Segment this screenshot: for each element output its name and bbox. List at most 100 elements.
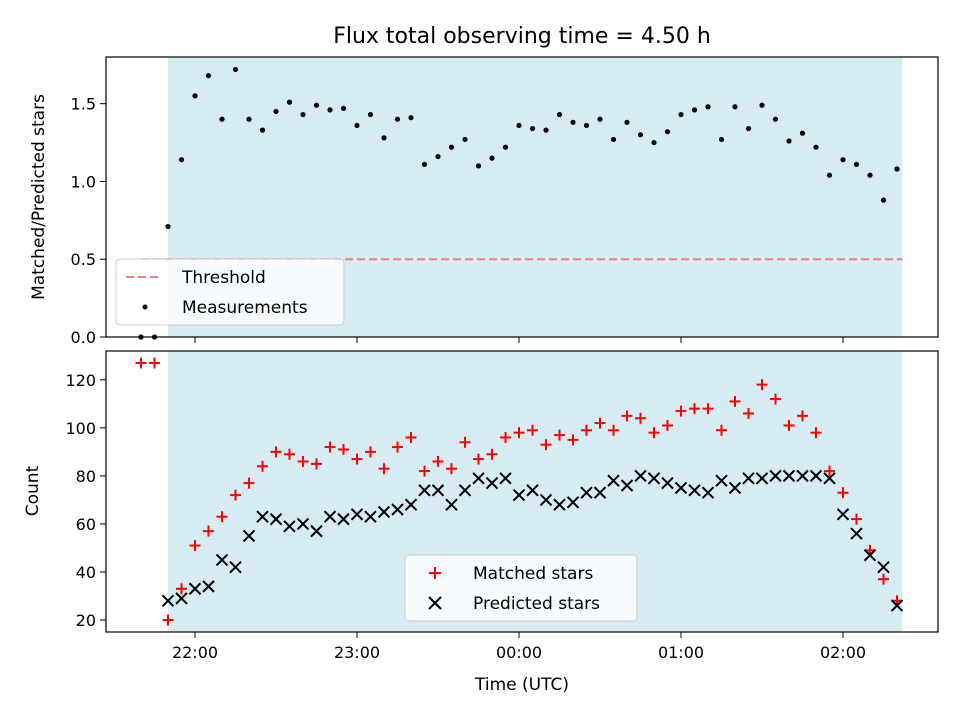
predicted-star-marker <box>688 484 701 497</box>
matched-star-marker <box>162 614 174 626</box>
matched-star-marker <box>675 405 687 417</box>
matched-star-marker <box>824 465 835 477</box>
predicted-star-marker <box>674 481 688 495</box>
x-tick-label: 01:00 <box>658 643 704 662</box>
matched-star-marker <box>405 431 417 443</box>
measurement-point <box>502 144 509 150</box>
predicted-star-marker <box>634 469 647 483</box>
matched-star-marker <box>837 487 849 499</box>
measurement-point <box>232 66 239 73</box>
y-tick-label: 120 <box>65 371 96 390</box>
measurements-legend-swatch <box>142 304 148 310</box>
measurement-point <box>178 157 185 163</box>
matched-star-marker <box>635 412 646 424</box>
matched-legend-label: Matched stars <box>473 564 593 584</box>
matched-star-marker <box>135 357 147 369</box>
measurement-point <box>759 102 765 108</box>
bottom-legend-box <box>404 554 638 622</box>
measurement-point <box>853 161 860 167</box>
matched-star-marker <box>176 583 187 595</box>
predicted-star-marker <box>823 472 836 485</box>
measurement-point <box>286 99 293 105</box>
measurement-point <box>786 138 792 144</box>
predicted-star-marker <box>877 560 890 574</box>
top-x-ticks <box>194 337 844 343</box>
matched-star-marker <box>311 458 322 470</box>
measurement-point <box>867 172 873 178</box>
predicted-star-marker <box>526 484 539 497</box>
predicted-star-marker <box>620 479 634 492</box>
matched-star-marker <box>513 427 525 439</box>
y-tick-label: 100 <box>65 419 96 438</box>
matched-star-marker <box>594 417 606 429</box>
measurement-point <box>448 144 455 150</box>
matched-star-marker <box>243 477 255 489</box>
matched-star-marker <box>284 448 295 460</box>
predicted-legend-label: Predicted stars <box>473 594 600 614</box>
matched-star-marker <box>270 446 282 458</box>
measurement-point <box>219 116 225 122</box>
predicted-star-marker <box>269 512 283 526</box>
predicted-star-marker <box>215 553 229 567</box>
top-y-ticks: 0.0 0.5 1.0 1.5 <box>71 95 106 347</box>
predicted-star-marker <box>404 498 418 511</box>
measurement-point <box>327 107 333 113</box>
y-tick-label: 1.0 <box>71 172 96 191</box>
predicted-star-marker <box>296 517 310 531</box>
measurement-point <box>340 105 347 111</box>
top-panel: 0.0 0.5 1.0 1.5 Matched/Predicted stars Thr… <box>29 56 939 347</box>
predicted-star-marker <box>742 472 755 485</box>
measurement-point <box>259 127 266 133</box>
measurement-point <box>543 127 549 133</box>
measurement-point <box>489 155 495 161</box>
matched-star-marker <box>446 463 457 475</box>
predicted-star-marker <box>431 484 445 497</box>
measurement-point <box>718 136 725 143</box>
predicted-star-marker <box>890 599 904 612</box>
predicted-star-marker <box>337 512 350 526</box>
y-tick-label: 80 <box>76 467 96 486</box>
measurement-point <box>691 107 698 113</box>
matched-star-marker <box>486 448 498 460</box>
predicted-star-marker <box>472 472 485 485</box>
matched-star-marker <box>770 393 781 405</box>
matched-star-marker <box>743 407 754 419</box>
threshold-legend-label: Threshold <box>181 268 266 288</box>
measurements-legend-label: Measurements <box>182 298 308 318</box>
measurement-point <box>300 111 306 118</box>
bottom-panel: 20 40 60 80 100 120 22:00 23:00 00:00 01:00 02:00… <box>23 350 939 695</box>
predicted-star-marker <box>553 498 566 511</box>
matched-star-marker <box>473 453 484 465</box>
predicted-star-marker <box>701 486 715 499</box>
predicted-star-marker <box>782 469 796 483</box>
measurement-point <box>529 125 536 132</box>
predicted-star-marker <box>202 580 215 593</box>
bottom-ylabel: Count <box>23 465 43 516</box>
predicted-star-marker <box>418 484 431 497</box>
predicted-star-marker <box>850 527 863 540</box>
measurement-point <box>826 172 833 178</box>
predicted-star-marker <box>323 510 337 523</box>
measurement-point <box>624 119 630 125</box>
y-tick-label: 0.0 <box>71 328 96 347</box>
matched-star-marker <box>756 379 768 391</box>
predicted-star-marker <box>661 476 674 490</box>
predicted-star-marker <box>499 472 512 485</box>
predicted-star-marker <box>310 524 323 538</box>
matched-star-marker <box>419 465 430 477</box>
matched-star-marker <box>527 424 538 436</box>
matched-star-marker <box>324 441 336 453</box>
x-axis-label: Time (UTC) <box>474 675 569 695</box>
matched-star-marker <box>203 525 214 537</box>
measurement-point <box>394 116 401 122</box>
y-tick-label: 1.5 <box>71 95 96 114</box>
matched-star-marker <box>878 573 889 585</box>
bottom-legend: Matched stars Predicted stars <box>404 554 638 622</box>
measurement-point <box>246 116 252 122</box>
measurement-point <box>597 116 603 122</box>
measurement-point <box>313 102 320 108</box>
matched-star-marker <box>540 439 552 451</box>
y-tick-label: 60 <box>76 515 96 534</box>
matched-star-marker <box>230 489 241 501</box>
measurement-point <box>880 197 887 203</box>
